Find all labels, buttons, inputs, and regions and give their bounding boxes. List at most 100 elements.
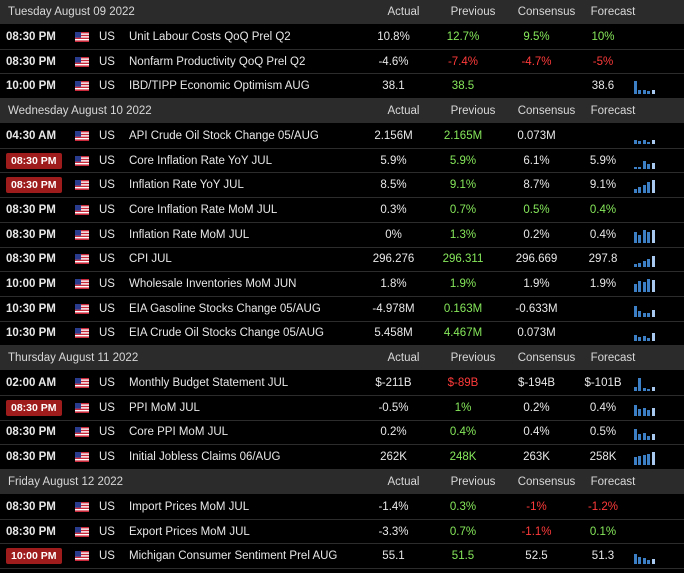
event-row[interactable]: 08:30 PM US Core Inflation Rate YoY JUL 5.9… — [0, 148, 684, 174]
event-name[interactable]: Nonfarm Productivity QoQ Prel Q2 — [129, 55, 306, 68]
event-name[interactable]: Monthly Budget Statement JUL — [129, 377, 289, 390]
event-row[interactable]: 04:30 AM US API Crude Oil Stock Change 05/… — [0, 124, 684, 149]
mini-chart[interactable] — [628, 78, 660, 95]
event-forecast: 0.4% — [589, 228, 617, 241]
event-name[interactable]: EIA Gasoline Stocks Change 05/AUG — [129, 302, 321, 315]
mini-chart-bar — [642, 185, 646, 194]
event-consensus: 6.1% — [523, 154, 550, 167]
event-consensus: -4.7% — [521, 55, 552, 68]
event-forecast: 38.6 — [591, 80, 615, 93]
mini-chart[interactable] — [628, 400, 660, 416]
event-consensus: 52.5 — [525, 550, 548, 563]
us-flag-icon — [75, 378, 91, 389]
event-row[interactable]: 08:30 PM US Export Prices MoM JUL -3.3% 0.7%… — [0, 519, 684, 545]
column-header-previous: Previous — [450, 352, 496, 365]
event-name[interactable]: Michigan Consumer Sentiment Prel AUG — [129, 550, 338, 563]
us-flag-icon — [75, 81, 91, 92]
mini-chart[interactable] — [628, 325, 660, 342]
us-flag-icon — [75, 328, 91, 339]
event-previous: 0.163M — [443, 302, 483, 315]
event-row[interactable]: 10:30 PM US EIA Gasoline Stocks Change 05/… — [0, 296, 684, 322]
mini-chart-bars — [633, 130, 655, 144]
event-previous: 1% — [454, 401, 472, 414]
event-name[interactable]: Core Inflation Rate YoY JUL — [129, 154, 272, 167]
mini-chart[interactable] — [628, 153, 660, 169]
event-country: US — [99, 302, 115, 315]
event-name[interactable]: Inflation Rate MoM JUL — [129, 228, 250, 241]
event-row[interactable]: 08:30 PM US Core Inflation Rate MoM JUL 0.3… — [0, 198, 684, 223]
day-date: Tuesday August 09 2022 — [8, 6, 135, 18]
event-name[interactable]: Core PPI MoM JUL — [129, 426, 229, 439]
mini-chart[interactable] — [628, 499, 660, 515]
event-row[interactable]: 08:30 PM US Initial Jobless Claims 06/AUG 2… — [0, 445, 684, 470]
event-row[interactable]: 08:30 PM US PPI MoM JUL -0.5% 1% 0.2% 0.4% — [0, 395, 684, 421]
event-time: 10:30 PM — [6, 327, 56, 340]
mini-chart[interactable] — [628, 424, 660, 441]
event-name[interactable]: Import Prices MoM JUL — [129, 500, 250, 513]
mini-chart[interactable] — [628, 177, 660, 194]
us-flag-icon — [75, 452, 91, 463]
event-consensus: 1.9% — [523, 278, 550, 291]
event-name[interactable]: Wholesale Inventories MoM JUN — [129, 278, 297, 291]
column-header-previous: Previous — [450, 6, 496, 18]
event-time: 08:30 PM — [6, 253, 56, 266]
event-name[interactable]: API Crude Oil Stock Change 05/AUG — [129, 129, 319, 142]
event-row[interactable]: 08:30 PM US Inflation Rate YoY JUL 8.5% 9.1%… — [0, 173, 684, 199]
event-row[interactable]: 10:00 PM US Wholesale Inventories MoM JUN 1… — [0, 272, 684, 297]
mini-chart-bars — [633, 179, 655, 194]
mini-chart[interactable] — [628, 301, 660, 317]
event-row[interactable]: 08:30 PM US Core PPI MoM JUL 0.2% 0.4% 0.4% 0.… — [0, 420, 684, 446]
mini-chart[interactable] — [628, 276, 660, 293]
us-flag-icon — [75, 155, 91, 166]
mini-chart-bar — [633, 139, 637, 144]
event-previous: 1.3% — [449, 228, 477, 241]
us-flag-icon — [75, 254, 91, 265]
mini-chart[interactable] — [628, 227, 660, 243]
mini-chart[interactable] — [628, 449, 660, 466]
mini-chart[interactable] — [628, 29, 660, 45]
event-country: US — [99, 377, 115, 390]
mini-chart-bars — [633, 155, 655, 169]
event-country: US — [99, 451, 115, 464]
mini-chart[interactable] — [628, 128, 660, 144]
mini-chart[interactable] — [628, 251, 660, 268]
mini-chart[interactable] — [628, 548, 660, 565]
event-row[interactable]: 08:30 PM US CPI JUL 296.276 296.311 296.669 29… — [0, 247, 684, 273]
event-name[interactable]: Unit Labour Costs QoQ Prel Q2 — [129, 30, 291, 43]
mini-chart[interactable] — [628, 202, 660, 218]
mini-chart-bar — [638, 140, 641, 144]
mini-chart-bar — [633, 189, 637, 194]
event-name[interactable]: Core Inflation Rate MoM JUL — [129, 203, 278, 216]
event-name[interactable]: Initial Jobless Claims 06/AUG — [129, 451, 281, 464]
event-row[interactable]: 08:30 PM US Unit Labour Costs QoQ Prel Q2 1… — [0, 25, 684, 50]
event-name[interactable]: Export Prices MoM JUL — [129, 525, 250, 538]
mini-chart-bar — [647, 141, 650, 144]
mini-chart-bars — [633, 451, 655, 466]
event-row[interactable]: 08:30 PM US Import Prices MoM JUL -1.4% 0.3%… — [0, 495, 684, 520]
event-actual: 10.8% — [377, 30, 410, 43]
mini-chart-bar — [651, 280, 655, 293]
mini-chart[interactable] — [628, 375, 660, 392]
event-actual: $-211B — [375, 377, 412, 390]
event-forecast: 0.4% — [589, 401, 617, 414]
mini-chart[interactable] — [628, 54, 660, 70]
event-row[interactable]: 10:00 PM US Michigan Consumer Sentiment Pr… — [0, 544, 684, 570]
event-row[interactable]: 10:30 PM US EIA Crude Oil Stocks Change 05… — [0, 321, 684, 347]
mini-chart-bar — [642, 407, 646, 416]
event-name[interactable]: PPI MoM JUL — [129, 401, 200, 414]
event-row[interactable]: 08:30 PM US Inflation Rate MoM JUL 0% 1.3% 0.… — [0, 222, 684, 248]
mini-chart-bar — [647, 182, 650, 194]
mini-chart[interactable] — [628, 524, 660, 540]
event-name[interactable]: IBD/TIPP Economic Optimism AUG — [129, 80, 310, 93]
event-time: 08:30 PM — [0, 152, 64, 169]
event-row[interactable]: 02:00 AM US Monthly Budget Statement JUL $-… — [0, 371, 684, 396]
mini-chart-bar — [647, 560, 650, 565]
event-name[interactable]: Inflation Rate YoY JUL — [129, 179, 244, 192]
event-name[interactable]: CPI JUL — [129, 253, 172, 266]
event-time: 08:30 PM — [0, 177, 64, 194]
event-name[interactable]: EIA Crude Oil Stocks Change 05/AUG — [129, 327, 324, 340]
column-header-actual: Actual — [387, 6, 420, 18]
mini-chart-bar — [647, 454, 650, 466]
event-row[interactable]: 08:30 PM US Nonfarm Productivity QoQ Prel … — [0, 49, 684, 75]
event-row[interactable]: 10:00 PM US IBD/TIPP Economic Optimism AUG… — [0, 74, 684, 100]
